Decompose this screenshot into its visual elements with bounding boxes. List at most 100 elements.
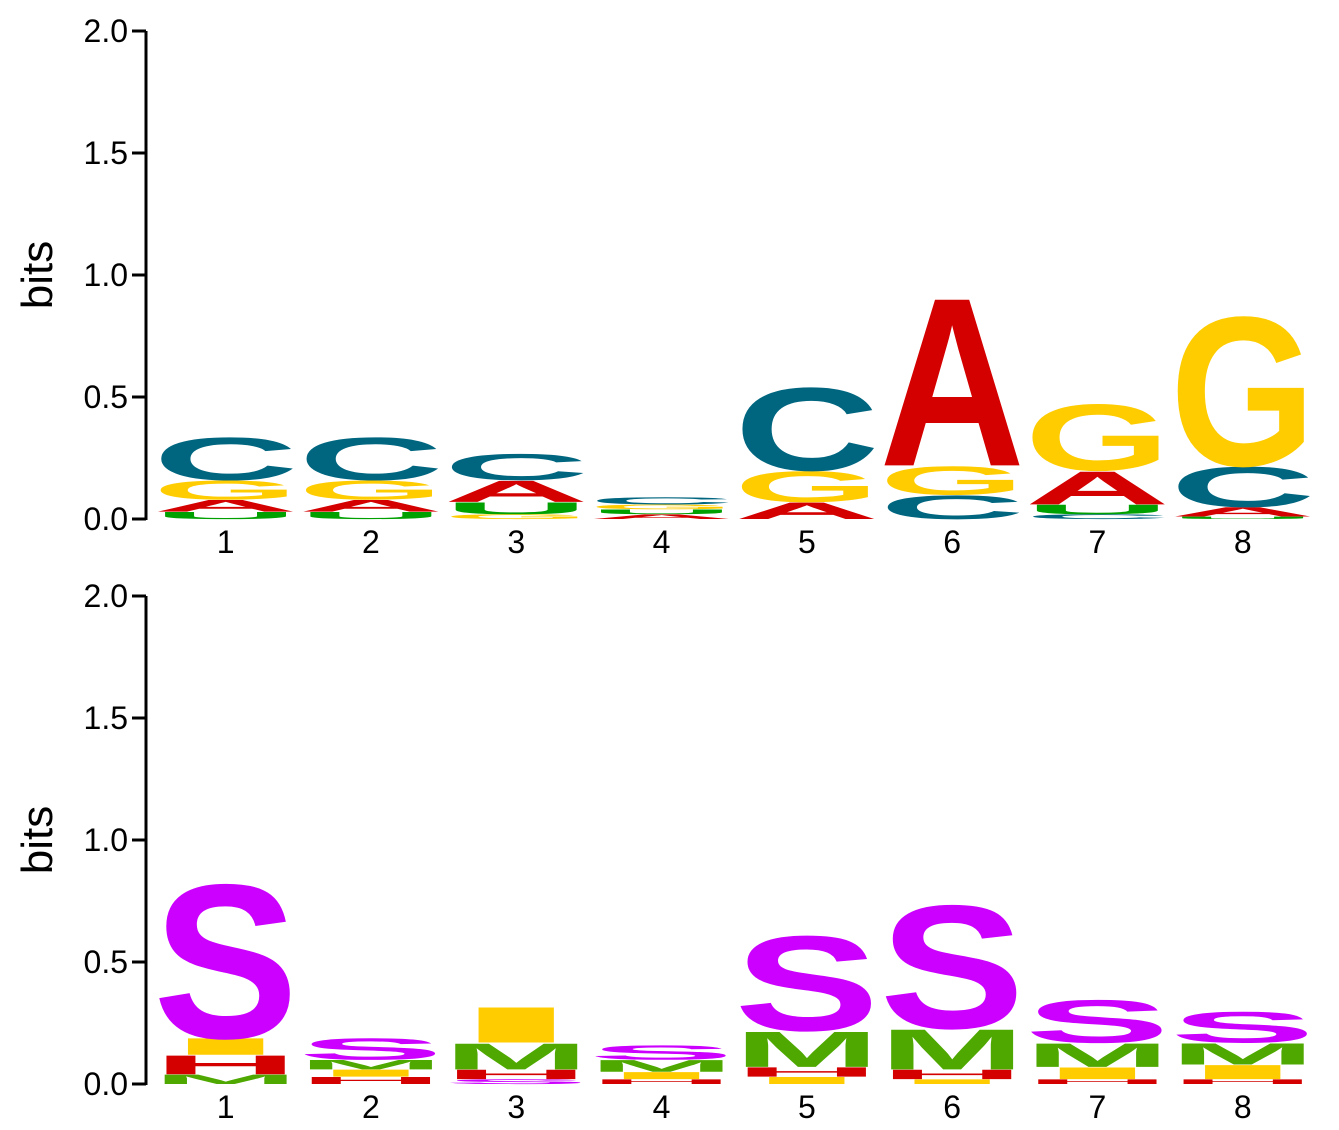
logo-letter-A: A: [1170, 504, 1315, 519]
logo-letter-S: S: [298, 1032, 443, 1066]
logo-letter-M: M: [1170, 1037, 1315, 1071]
logo-letter-G: G: [153, 475, 298, 505]
logo-letter-G: G: [734, 462, 879, 511]
logo-letter-C: C: [298, 425, 443, 494]
x-tick-label: 1: [217, 1089, 235, 1125]
logo-letter-C: C: [589, 495, 734, 506]
logo-letter-U: U: [1025, 502, 1170, 517]
logo-letter-S: S: [734, 909, 879, 1060]
logo-letter-S: S: [1170, 1003, 1315, 1052]
logo-letter-C: C: [1025, 513, 1170, 521]
logo-letter-H: H: [298, 1075, 443, 1086]
logo-letter-I: I: [880, 1078, 1025, 1086]
x-tick-label: 5: [798, 524, 816, 560]
logo-letter-A: A: [1025, 462, 1170, 515]
x-tick-label: 1: [217, 524, 235, 560]
x-tick-label: 2: [362, 1089, 380, 1125]
y-tick-label: 2.0: [84, 13, 128, 49]
logo-letter-C: C: [880, 488, 1025, 526]
logo-letter-G: G: [298, 475, 443, 505]
x-tick-label: 7: [1089, 1089, 1107, 1125]
logo-letter-I: I: [153, 1033, 298, 1059]
x-tick-label: 6: [943, 524, 961, 560]
logo-letter-M: M: [298, 1057, 443, 1072]
logo-letter-C: C: [734, 363, 879, 495]
y-tick-label: 1.0: [84, 822, 128, 858]
x-tick-label: 8: [1234, 1089, 1252, 1125]
logo-letter-C: C: [1170, 455, 1315, 519]
logo-letter-A: A: [734, 498, 879, 524]
logo-letter-S: S: [444, 1078, 589, 1086]
y-tick-label: 0.5: [84, 379, 128, 415]
logo-letter-G: G: [880, 458, 1025, 503]
logo-letter-I: I: [589, 1070, 734, 1081]
logo-column-6: CGA: [880, 247, 1025, 526]
logo-letter-A: A: [298, 496, 443, 515]
y-axis-label: bits: [13, 806, 62, 874]
logo-letter-H: H: [589, 1078, 734, 1086]
logo-letter-S: S: [589, 1041, 734, 1064]
logo-letter-M: M: [734, 1021, 879, 1078]
logo-letter-H: H: [153, 1050, 298, 1080]
logo-letter-I: I: [444, 997, 589, 1054]
logo-column-5: AGC: [734, 363, 879, 524]
logo-letter-I: I: [298, 1067, 443, 1078]
x-tick-label: 3: [507, 1089, 525, 1125]
logo-letter-I: I: [1025, 1064, 1170, 1083]
y-tick-label: 1.0: [84, 257, 128, 293]
logo-letter-A: A: [153, 496, 298, 515]
logo-letter-H: H: [734, 1065, 879, 1080]
logo-letter-G: G: [1170, 272, 1315, 511]
y-tick-label: 0.0: [84, 1066, 128, 1102]
logo-letter-S: S: [1025, 987, 1170, 1055]
logo-letter-A: A: [589, 513, 734, 521]
logo-letter-A: A: [880, 247, 1025, 516]
logo-letter-C: C: [444, 446, 589, 488]
logo-letter-H: H: [1025, 1078, 1170, 1086]
logo-letter-C: C: [153, 425, 298, 494]
x-tick-label: 6: [943, 1089, 961, 1125]
logo-letter-M: M: [1025, 1036, 1170, 1074]
y-tick-label: 1.5: [84, 135, 128, 171]
logo-letter-S: S: [880, 869, 1025, 1066]
x-tick-label: 4: [653, 1089, 671, 1125]
x-tick-label: 8: [1234, 524, 1252, 560]
logo-letter-I: I: [734, 1075, 879, 1086]
logo-letter-I: I: [1170, 1061, 1315, 1084]
logo-letter-U: U: [298, 510, 443, 521]
logo-letter-H: H: [1170, 1078, 1315, 1086]
y-tick-label: 1.5: [84, 700, 128, 736]
logo-letter-G: G: [589, 503, 734, 511]
logo-letter-U: U: [1170, 516, 1315, 520]
logo-letter-H: H: [880, 1067, 1025, 1082]
x-tick-label: 2: [362, 524, 380, 560]
x-tick-label: 5: [798, 1089, 816, 1125]
x-tick-label: 3: [507, 524, 525, 560]
logo-letter-S: S: [153, 840, 298, 1085]
logo-letter-G: G: [1025, 385, 1170, 491]
x-tick-label: 7: [1089, 524, 1107, 560]
x-tick-label: 4: [653, 524, 671, 560]
logo-letter-U: U: [153, 510, 298, 521]
y-tick-label: 2.0: [84, 578, 128, 614]
logo-letter-U: U: [444, 499, 589, 518]
logo-letter-M: M: [153, 1072, 298, 1087]
logo-letter-M: M: [880, 1017, 1025, 1082]
